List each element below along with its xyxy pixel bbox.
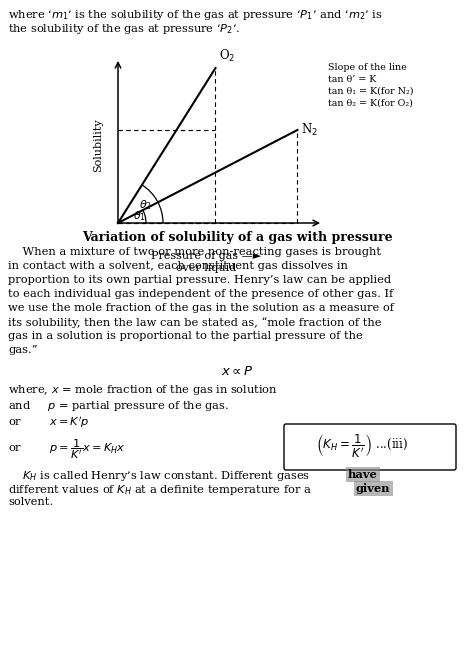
Text: its solubility, then the law can be stated as, “mole fraction of the: its solubility, then the law can be stat… [8,317,382,328]
FancyBboxPatch shape [284,424,456,470]
Text: the solubility of the gas at pressure ‘$P_2$’.: the solubility of the gas at pressure ‘$… [8,21,240,36]
Text: Solubility: Solubility [93,119,103,172]
Text: or        $x = K^{\prime} p$: or $x = K^{\prime} p$ [8,415,89,430]
Text: we use the mole fraction of the gas in the solution as a measure of: we use the mole fraction of the gas in t… [8,303,394,313]
Text: $\left( K_{H} = \dfrac{1}{K^{\prime}} \right)$ ...(iii): $\left( K_{H} = \dfrac{1}{K^{\prime}} \r… [316,432,408,459]
Text: $\theta_2$: $\theta_2$ [139,198,152,211]
Text: have: have [348,469,378,480]
Text: where ‘$m_1$’ is the solubility of the gas at pressure ‘$P_1$’ and ‘$m_2$’ is: where ‘$m_1$’ is the solubility of the g… [8,8,383,22]
Text: where, $x$ = mole fraction of the gas in solution: where, $x$ = mole fraction of the gas in… [8,383,278,397]
Text: N$_2$: N$_2$ [301,122,318,138]
Text: proportion to its own partial pressure. Henry’s law can be applied: proportion to its own partial pressure. … [8,275,391,285]
Text: to each individual gas independent of the presence of other gas. If: to each individual gas independent of th… [8,289,393,299]
Text: or        $p = \dfrac{1}{K^{\prime}} x = K_{H} x$: or $p = \dfrac{1}{K^{\prime}} x = K_{H} … [8,437,126,461]
Text: Pressure of gas —►
over liquid: Pressure of gas —► over liquid [151,251,261,272]
Text: gas in a solution is proportional to the partial pressure of the: gas in a solution is proportional to the… [8,331,363,341]
Text: Slope of the line
tan θ’ = K
tan θ₁ = K(for N₂)
tan θ₂ = K(for O₂): Slope of the line tan θ’ = K tan θ₁ = K(… [328,63,413,107]
Text: gas.”: gas.” [8,345,37,355]
Text: different values of $K_H$ at a definite temperature for a: different values of $K_H$ at a definite … [8,483,312,497]
Text: Variation of solubility of a gas with pressure: Variation of solubility of a gas with pr… [82,231,392,244]
Text: When a mixture of two or more non-reacting gases is brought: When a mixture of two or more non-reacti… [8,247,381,257]
Text: $x \propto P$: $x \propto P$ [220,365,254,378]
Text: $\theta_1$: $\theta_1$ [133,210,146,223]
Text: given: given [356,483,391,494]
Text: and     $p$ = partial pressure of the gas.: and $p$ = partial pressure of the gas. [8,399,229,413]
Text: solvent.: solvent. [8,497,53,507]
Text: in contact with a solvent, each constituent gas dissolves in: in contact with a solvent, each constitu… [8,261,348,271]
Text: $K_H$ is called Henry’s law constant. Different gases: $K_H$ is called Henry’s law constant. Di… [8,469,310,483]
Text: O$_2$: O$_2$ [219,48,236,64]
